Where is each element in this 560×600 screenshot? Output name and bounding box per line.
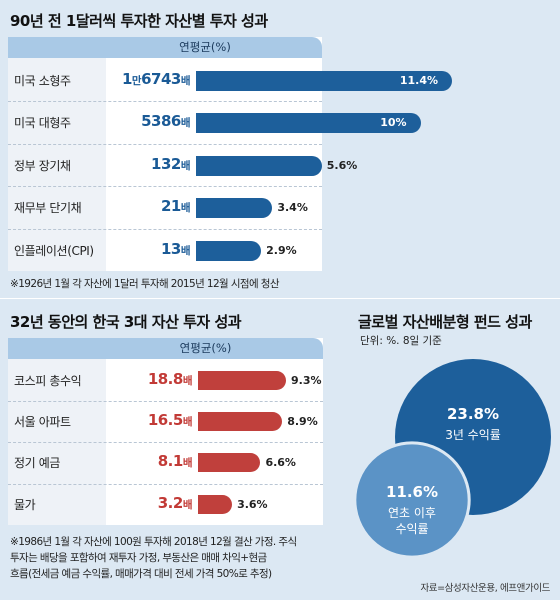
row-separator [8,401,323,403]
bar [198,412,283,432]
category-label: 재무부 단기채 [14,201,82,216]
category-label: 정기 예금 [14,456,60,471]
bar [198,453,261,473]
chart3-title: 글로벌 자산배분형 펀드 성과 [358,313,532,331]
category-label: 미국 대형주 [14,116,71,131]
bubble-3yr-value: 23.8% [447,405,499,423]
value-label: 10% [380,116,407,130]
chart2-note-line: 투자는 배당을 포함하여 재투자 가정, 부동산은 매매 차익+현금 [10,552,267,564]
chart1-title: 90년 전 1달러씩 투자한 자산별 투자 성과 [10,12,268,30]
value-label: 6.6% [265,456,296,470]
row-separator [8,228,322,230]
multiple-label: 1만6743배 [121,70,191,88]
chart2-note-line: 흐름(전세금 예금 수익률, 매매가격 대비 전세 가격 50%로 추정) [10,568,272,580]
row-separator [8,101,322,103]
value-label: 3.4% [277,201,308,215]
row-separator [8,186,322,188]
multiple-label: 21배 [160,197,191,216]
chart2-panel: 연평균(%) 코스피 총수익 18.8배 9.3% 서울 아파트 16.5배 8.9% 정기… [8,338,323,525]
bubble-3yr-label: 3년 수익률 [445,428,501,442]
chart3-subtitle: 단위: %. 8일 기준 [360,335,442,347]
bubble-ytd [353,441,471,559]
chart1-panel: 연평균(%) 미국 소형주 1만6743배 11.4% 미국 대형주 5386배 10% 정… [8,37,452,271]
chart2-title: 32년 동안의 한국 3대 자산 투자 성과 [10,313,242,331]
bubble-ytd-label-line: 연초 이후 [388,506,436,520]
chart1-column-header: 연평균(%) [179,40,231,54]
bar [196,113,421,134]
bubble-ytd-label-line: 수익률 [395,522,428,536]
value-label: 5.6% [326,158,358,172]
bubble-ytd-value: 11.6% [386,483,438,501]
multiple-label: 132배 [151,154,190,173]
value-label: 8.9% [287,415,318,429]
category-label: 정부 장기채 [14,158,71,173]
category-label: 물가 [14,497,36,512]
bar [196,198,273,219]
bar [196,71,452,91]
category-label: 미국 소형주 [14,74,71,88]
chart2-column-header: 연평균(%) [179,341,232,355]
source-note: 자료=삼성자산운용, 에프앤가이드 [420,583,550,594]
bar [198,371,286,390]
bar [196,155,322,176]
chart2-header: 연평균(%) [8,338,323,359]
value-label: 9.3% [291,374,322,387]
bar [198,494,233,514]
multiple-label: 16.5배 [147,411,193,430]
multiple-label: 8.1배 [157,452,193,471]
multiple-label: 13배 [160,239,191,258]
row-separator [8,143,322,145]
bar [196,240,262,261]
value-label: 11.4% [399,74,438,87]
row-separator [8,483,323,485]
value-label: 2.9% [266,243,297,257]
row-separator [8,442,323,444]
multiple-label: 3.2배 [157,493,193,512]
category-label: 코스피 총수익 [14,374,82,388]
chart2-note-line: ※1986년 1월 각 자산에 100원 투자해 2018년 12월 결산 가정… [10,536,297,548]
value-label: 3.6% [237,497,268,511]
chart1-note: ※1926년 1월 각 자산에 1달러 투자해 2015년 12월 시점에 청산 [10,278,279,290]
multiple-label: 18.8배 [147,370,193,388]
chart1-header: 연평균(%) [8,37,322,58]
multiple-label: 5386배 [141,112,190,131]
category-label: 인플레이션(CPI) [14,243,94,258]
category-label: 서울 아파트 [14,415,71,430]
chart2-note: ※1986년 1월 각 자산에 100원 투자해 2018년 12월 결산 가정… [10,534,330,582]
